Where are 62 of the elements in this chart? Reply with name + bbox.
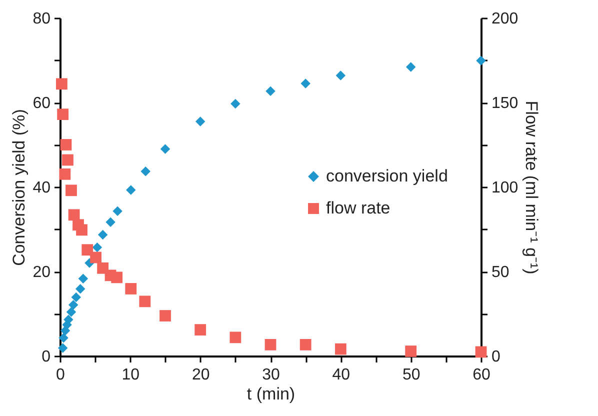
point [230,332,242,344]
legend-label: conversion yield [326,166,448,186]
point [71,292,82,302]
y-axis-title: Conversion yield (%) [10,109,29,266]
point [406,62,416,72]
x-tick-label: 50 [402,366,420,384]
y2-axis-title: Flow rate (ml min⁻¹ g⁻¹) [522,100,542,274]
point [66,184,77,196]
y-tick-label: 40 [32,180,51,196]
point [82,244,94,256]
y-tick-label: 20 [32,264,51,281]
x-axis-title: t (min) [246,384,296,404]
point [160,144,170,154]
legend-label: flow rate [326,198,390,218]
point [140,166,150,176]
point [300,338,312,350]
point [230,98,240,109]
x-tick-label: 0 [56,366,66,384]
point [76,224,88,236]
y2-tick-label: 100 [492,180,518,196]
y2-tick-label: 0 [492,348,500,366]
point [125,283,137,294]
y2-tick-label: 50 [492,264,510,281]
point [68,300,78,310]
point [56,78,68,90]
point [111,272,123,284]
point [476,56,486,66]
point [62,154,74,166]
y2-tick-label: 150 [492,95,518,112]
point [405,346,417,357]
point [90,252,102,264]
point [59,168,71,180]
point [58,332,68,343]
point [266,86,276,96]
point [75,284,86,294]
point [78,274,88,284]
point [195,116,206,126]
point [57,108,69,120]
point [300,78,310,88]
point [139,296,151,308]
point [60,139,72,150]
point [194,324,206,336]
point [160,310,171,322]
y-tick-label: 80 [32,10,51,28]
point [106,217,116,227]
y-tick-label: 0 [42,348,51,366]
point [334,343,346,355]
point [336,70,346,80]
y-tick-label: 60 [32,95,51,112]
x-tick-label: 60 [472,366,490,384]
point [264,338,276,350]
y2-tick-label: 200 [492,10,518,28]
point [92,242,102,252]
point [112,206,122,216]
point [98,230,108,240]
point [58,343,68,353]
point [126,185,136,195]
x-tick-label: 40 [332,366,350,384]
x-tick-label: 10 [122,366,140,384]
x-tick-label: 30 [262,366,280,384]
x-tick-label: 20 [192,366,210,384]
point [66,307,76,317]
